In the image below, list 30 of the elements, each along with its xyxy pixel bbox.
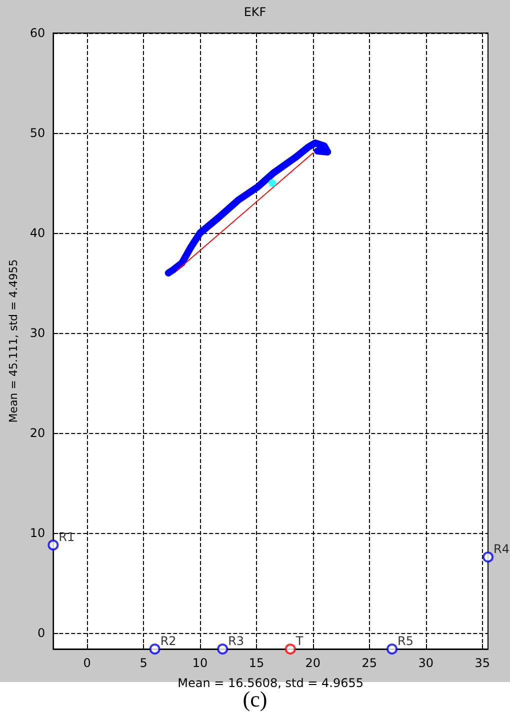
chart-title: EKF xyxy=(244,5,266,19)
data-label: R2 xyxy=(160,634,176,648)
data-label: R5 xyxy=(398,634,414,648)
point xyxy=(267,178,278,188)
y-tick-label: 50 xyxy=(30,126,46,140)
y-tick-label: 0 xyxy=(38,626,46,640)
y-tick-label: 60 xyxy=(30,26,46,40)
y-axis-title: Mean = 45.111, std = 4.4955 xyxy=(7,259,20,423)
x-tick-label: 15 xyxy=(248,656,264,670)
point xyxy=(149,644,160,654)
data-label: R3 xyxy=(228,634,244,648)
y-tick-label: 10 xyxy=(30,526,46,540)
point xyxy=(482,552,494,562)
point xyxy=(217,644,228,654)
point xyxy=(48,540,59,550)
point xyxy=(284,644,296,654)
data-label: R4 xyxy=(494,542,510,556)
point xyxy=(386,644,398,654)
x-tick-label: 0 xyxy=(83,656,91,670)
y-tick-label: 40 xyxy=(30,226,46,240)
x-tick-label: 10 xyxy=(192,656,208,670)
x-tick-label: 30 xyxy=(418,656,434,670)
x-tick-label: 25 xyxy=(362,656,378,670)
data-label: T xyxy=(294,634,304,648)
x-tick-label: 35 xyxy=(474,656,490,670)
y-tick-label: 30 xyxy=(30,326,46,340)
data-label: R1 xyxy=(58,530,75,544)
x-tick-label: 20 xyxy=(305,656,321,670)
x-tick-label: 5 xyxy=(140,656,148,670)
y-tick-label: 20 xyxy=(30,426,46,440)
